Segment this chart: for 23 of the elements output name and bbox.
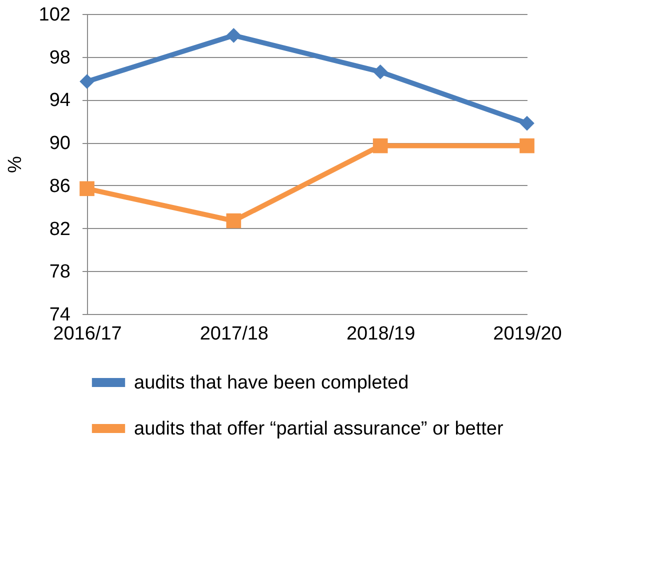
y-tick-label: 82	[49, 218, 70, 240]
point	[80, 74, 94, 89]
point	[372, 64, 388, 80]
y-tick-label: 78	[49, 262, 70, 283]
x-tick-label: 2017/18	[200, 324, 269, 344]
point	[80, 181, 94, 196]
y-tick-label: 74	[49, 304, 71, 326]
point	[372, 138, 388, 154]
x-tick-label: 2016/17	[53, 324, 122, 344]
y-tick-label: 86	[49, 176, 70, 197]
point	[520, 138, 534, 154]
y-tick-label: 90	[49, 133, 70, 154]
point	[226, 28, 242, 43]
legend-label: audits that offer “partial assurance” or better	[134, 418, 504, 440]
y-tick-label: 102	[38, 4, 70, 26]
point	[520, 116, 534, 131]
legend-label: audits that have been completed	[134, 372, 409, 394]
x-tick-label: 2019/20	[493, 324, 562, 344]
y-axis-title: %	[4, 156, 26, 173]
y-tick-label: 94	[49, 90, 71, 112]
y-tick-label: 98	[49, 47, 70, 68]
point	[226, 213, 242, 228]
x-tick-label: 2018/19	[346, 324, 416, 344]
